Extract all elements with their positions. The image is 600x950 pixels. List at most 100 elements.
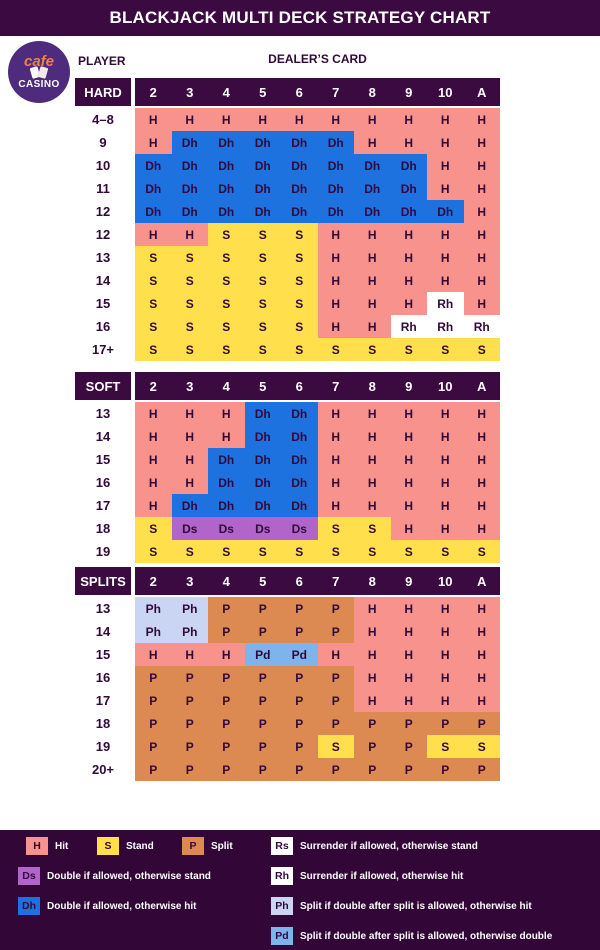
table-header-row: SPLITS 2 3 4 5 6 7 8 9 10 A xyxy=(75,567,500,595)
strategy-cell-dh: Dh xyxy=(390,177,427,200)
strategy-cell-dh: Dh xyxy=(171,154,208,177)
player-hand-label: 13 xyxy=(95,250,111,265)
strategy-cell-h: H xyxy=(390,643,427,666)
strategy-row: 16 S S S S S H H Rh Rh Rh xyxy=(75,315,500,338)
strategy-cell-s: S xyxy=(244,315,281,338)
title-bar: BLACKJACK MULTI DECK STRATEGY CHART xyxy=(0,0,600,36)
strategy-cell-h: H xyxy=(390,292,427,315)
strategy-cell-h: H xyxy=(427,597,464,620)
strategy-cell-ds: Ds xyxy=(281,517,318,540)
legend-item-s: S Stand xyxy=(97,837,154,855)
dealer-card-header-4: 4 xyxy=(208,567,245,595)
dealer-card-header-2: 2 xyxy=(135,567,172,595)
strategy-cell-h: H xyxy=(171,402,208,425)
strategy-cell-p: P xyxy=(171,689,208,712)
strategy-cell-h: H xyxy=(354,131,391,154)
strategy-cell-h: H xyxy=(354,223,391,246)
strategy-cell-s: S xyxy=(390,338,427,361)
strategy-cell-s: S xyxy=(281,223,318,246)
player-hand-label: 13 xyxy=(95,406,111,421)
strategy-cell-p: P xyxy=(208,620,245,643)
strategy-cell-rh: Rh xyxy=(463,315,500,338)
strategy-cell-h: H xyxy=(390,597,427,620)
legend-item-ph: Ph Split if double after split is allowed… xyxy=(271,897,532,915)
strategy-cell-dh: Dh xyxy=(208,471,245,494)
strategy-cell-dh: Dh xyxy=(208,154,245,177)
strategy-cell-h: H xyxy=(390,494,427,517)
strategy-cell-dh: Dh xyxy=(244,200,281,223)
strategy-cell-p: P xyxy=(390,712,427,735)
strategy-cell-h: H xyxy=(317,223,354,246)
legend-chip-pd: Pd xyxy=(271,927,293,945)
strategy-cell-h: H xyxy=(463,597,500,620)
strategy-cell-h: H xyxy=(317,292,354,315)
strategy-cell-h: H xyxy=(354,108,391,131)
strategy-cell-p: P xyxy=(135,712,172,735)
strategy-cell-s: S xyxy=(171,540,208,563)
strategy-cell-h: H xyxy=(135,108,172,131)
strategy-cell-h: H xyxy=(463,292,500,315)
strategy-cell-s: S xyxy=(317,735,354,758)
strategy-cell-s: S xyxy=(208,338,245,361)
strategy-cell-dh: Dh xyxy=(390,200,427,223)
strategy-cell-p: P xyxy=(390,758,427,781)
strategy-cell-h: H xyxy=(390,517,427,540)
player-hand-label: 14 xyxy=(95,429,111,444)
strategy-cell-h: H xyxy=(171,471,208,494)
strategy-cell-p: P xyxy=(135,689,172,712)
strategy-cell-p: P xyxy=(171,735,208,758)
strategy-cell-h: H xyxy=(171,643,208,666)
strategy-cell-h: H xyxy=(427,643,464,666)
legend-label: Surrender if allowed, otherwise hit xyxy=(300,870,464,882)
strategy-cell-s: S xyxy=(171,315,208,338)
strategy-cell-p: P xyxy=(244,620,281,643)
strategy-cell-dh: Dh xyxy=(281,402,318,425)
player-hand-label: 14 xyxy=(95,273,111,288)
legend-item-ds: Ds Double if allowed, otherwise stand xyxy=(18,867,211,885)
strategy-cell-s: S xyxy=(171,246,208,269)
legend-chip-dh: Dh xyxy=(18,897,40,915)
strategy-cell-dh: Dh xyxy=(281,494,318,517)
strategy-row: 13 Ph Ph P P P P H H H H xyxy=(75,597,500,620)
strategy-cell-p: P xyxy=(427,712,464,735)
strategy-cell-dh: Dh xyxy=(208,177,245,200)
strategy-cell-p: P xyxy=(135,758,172,781)
legend-item-rh: Rh Surrender if allowed, otherwise hit xyxy=(271,867,463,885)
strategy-cell-h: H xyxy=(427,108,464,131)
strategy-row: 18 P P P P P P P P P P xyxy=(75,712,500,735)
cafe-casino-logo: cafe CASINO xyxy=(8,41,70,103)
dealer-card-header-8: 8 xyxy=(354,78,391,106)
strategy-cell-h: H xyxy=(208,108,245,131)
strategy-table-soft: SOFT 2 3 4 5 6 7 8 9 10 A 13 H H H Dh Dh H H H H H 14 H H H Dh Dh H H… xyxy=(75,372,500,563)
strategy-cell-dh: Dh xyxy=(281,448,318,471)
strategy-cell-p: P xyxy=(317,620,354,643)
strategy-cell-h: H xyxy=(354,643,391,666)
legend-label: Surrender if allowed, otherwise stand xyxy=(300,840,478,852)
legend-chip-ds: Ds xyxy=(18,867,40,885)
strategy-cell-p: P xyxy=(171,712,208,735)
legend: H Hit S Stand P Split Rs Surrender if allowed, … xyxy=(0,830,600,950)
strategy-row: 18 S Ds Ds Ds Ds S S H H H xyxy=(75,517,500,540)
strategy-cell-s: S xyxy=(281,540,318,563)
strategy-cell-h: H xyxy=(354,597,391,620)
strategy-cell-dh: Dh xyxy=(281,154,318,177)
strategy-row: 9 H Dh Dh Dh Dh Dh H H H H xyxy=(75,131,500,154)
player-hand-label: 15 xyxy=(95,647,111,662)
strategy-cell-s: S xyxy=(208,246,245,269)
strategy-cell-s: S xyxy=(135,246,172,269)
strategy-cell-h: H xyxy=(463,108,500,131)
dealer-card-header-3: 3 xyxy=(171,78,208,106)
strategy-cell-h: H xyxy=(354,425,391,448)
legend-item-h: H Hit xyxy=(26,837,68,855)
strategy-cell-h: H xyxy=(354,292,391,315)
strategy-cell-h: H xyxy=(427,223,464,246)
strategy-cell-p: P xyxy=(317,712,354,735)
strategy-cell-p: P xyxy=(463,758,500,781)
strategy-cell-h: H xyxy=(354,402,391,425)
strategy-row: 12 H H S S S H H H H H xyxy=(75,223,500,246)
strategy-cell-h: H xyxy=(390,689,427,712)
strategy-cell-h: H xyxy=(390,448,427,471)
page-title: BLACKJACK MULTI DECK STRATEGY CHART xyxy=(109,8,491,27)
hand-type-label-soft: SOFT xyxy=(75,372,131,400)
strategy-cell-dh: Dh xyxy=(281,425,318,448)
